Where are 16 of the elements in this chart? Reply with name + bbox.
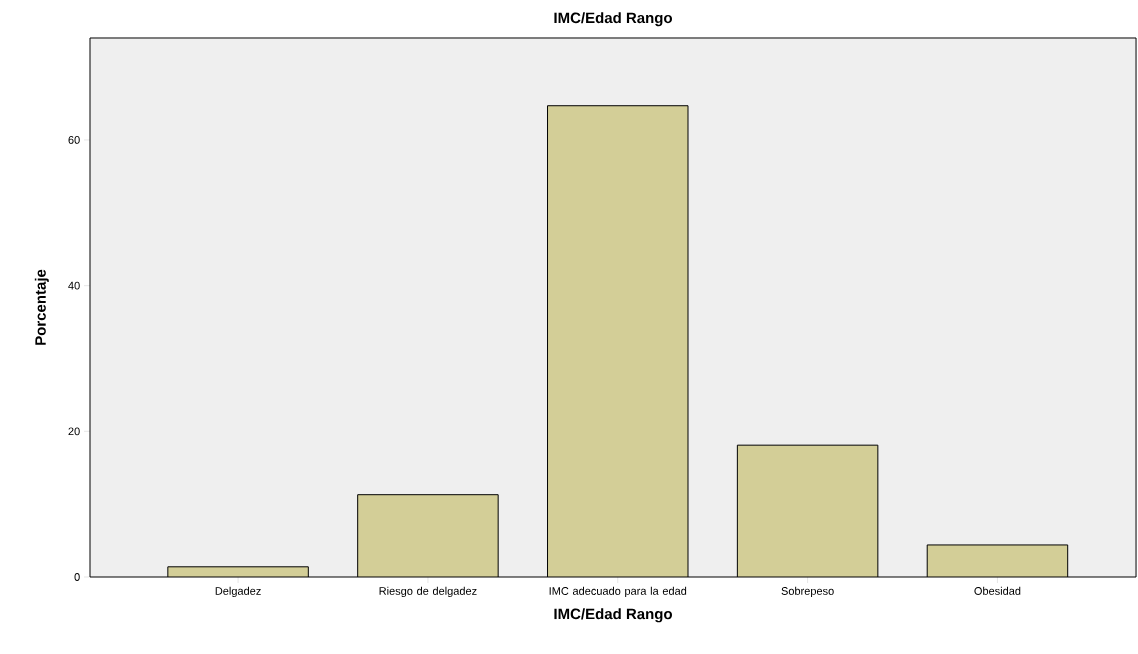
y-tick-label: 20	[68, 427, 80, 436]
y-axis-title: Porcentaje	[34, 269, 49, 345]
bar	[547, 105, 689, 577]
chart-title: IMC/Edad Rango	[554, 12, 673, 27]
x-tick-label: Obesidad	[974, 586, 1021, 595]
x-axis-title: IMC/Edad Rango	[554, 608, 673, 623]
bar	[737, 445, 878, 577]
bar	[926, 544, 1069, 577]
x-tick-label: Riesgo de delgadez	[379, 586, 477, 598]
y-tick-label: 0	[74, 573, 80, 581]
x-tick-label: IMC adecuado para la edad	[549, 586, 687, 598]
x-tick-label: Delgadez	[215, 586, 261, 598]
bar	[357, 494, 499, 577]
y-tick-label: 60	[68, 136, 80, 144]
x-tick-label: Sobrepeso	[781, 586, 834, 598]
y-tick-label: 40	[68, 281, 80, 290]
